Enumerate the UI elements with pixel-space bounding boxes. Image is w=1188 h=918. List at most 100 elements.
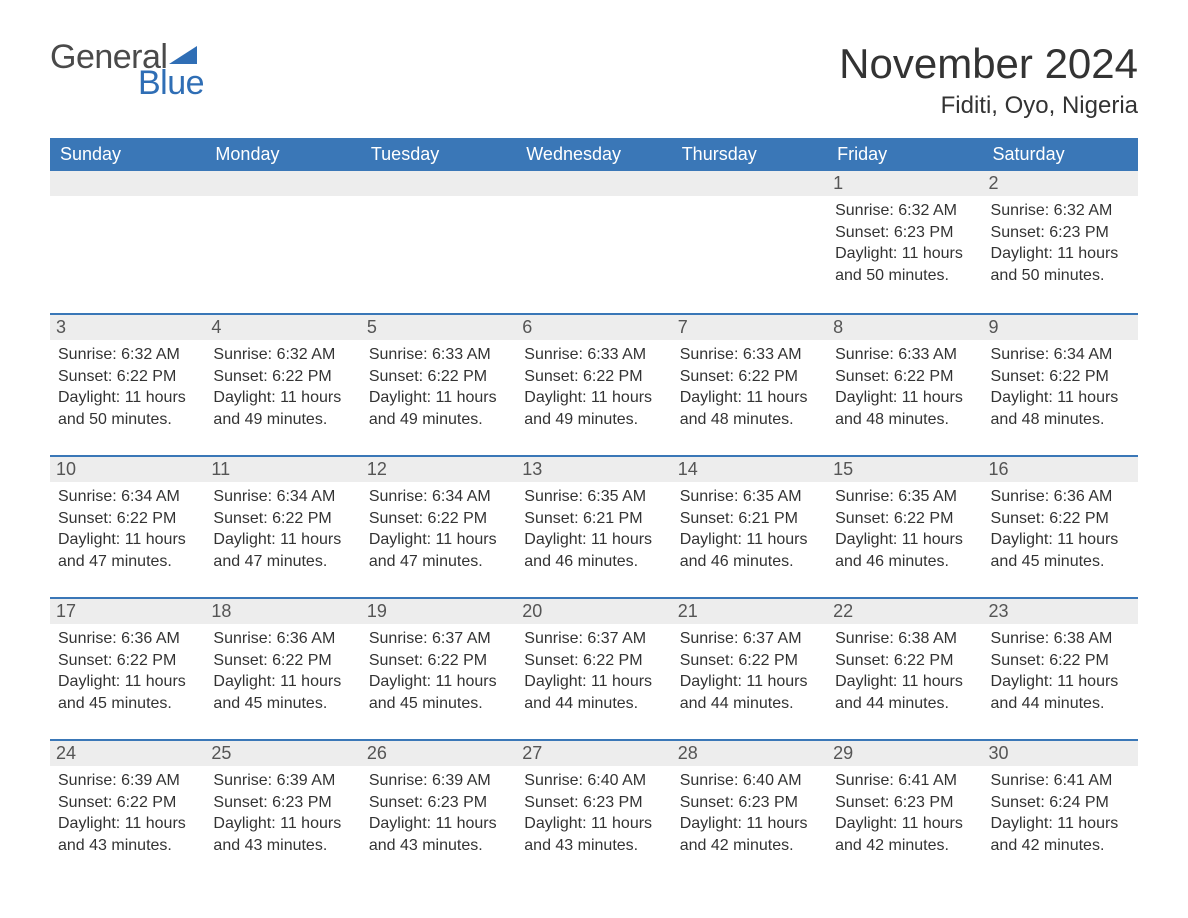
day-number: 12: [361, 457, 516, 482]
day-info: Sunrise: 6:34 AMSunset: 6:22 PMDaylight:…: [213, 486, 352, 572]
day-number: 6: [516, 315, 671, 340]
sunset-text: Sunset: 6:22 PM: [680, 650, 819, 672]
day-number: 3: [50, 315, 205, 340]
day-cell: [50, 171, 205, 299]
sunrise-text: Sunrise: 6:38 AM: [991, 628, 1130, 650]
day-header: Thursday: [672, 138, 827, 171]
day-number: 30: [983, 741, 1138, 766]
daylight-text: Daylight: 11 hours and 42 minutes.: [991, 813, 1130, 856]
day-info: Sunrise: 6:41 AMSunset: 6:23 PMDaylight:…: [835, 770, 974, 856]
location-subtitle: Fiditi, Oyo, Nigeria: [839, 92, 1138, 120]
day-cell: 8 Sunrise: 6:33 AMSunset: 6:22 PMDaylight…: [827, 313, 982, 441]
daylight-text: Daylight: 11 hours and 47 minutes.: [369, 529, 508, 572]
daylight-text: Daylight: 11 hours and 42 minutes.: [835, 813, 974, 856]
day-info: Sunrise: 6:39 AMSunset: 6:22 PMDaylight:…: [58, 770, 197, 856]
day-info: Sunrise: 6:36 AMSunset: 6:22 PMDaylight:…: [58, 628, 197, 714]
day-number: 13: [516, 457, 671, 482]
sunset-text: Sunset: 6:22 PM: [58, 366, 197, 388]
sunset-text: Sunset: 6:22 PM: [213, 508, 352, 530]
day-number: 14: [672, 457, 827, 482]
day-info: Sunrise: 6:35 AMSunset: 6:21 PMDaylight:…: [524, 486, 663, 572]
daylight-text: Daylight: 11 hours and 48 minutes.: [680, 387, 819, 430]
title-block: November 2024 Fiditi, Oyo, Nigeria: [839, 40, 1138, 120]
day-cell: 14 Sunrise: 6:35 AMSunset: 6:21 PMDayligh…: [672, 455, 827, 583]
sunrise-text: Sunrise: 6:33 AM: [524, 344, 663, 366]
sunrise-text: Sunrise: 6:33 AM: [680, 344, 819, 366]
day-info: Sunrise: 6:33 AMSunset: 6:22 PMDaylight:…: [369, 344, 508, 430]
day-info: Sunrise: 6:36 AMSunset: 6:22 PMDaylight:…: [991, 486, 1130, 572]
sunset-text: Sunset: 6:22 PM: [680, 366, 819, 388]
daylight-text: Daylight: 11 hours and 44 minutes.: [524, 671, 663, 714]
sunrise-text: Sunrise: 6:35 AM: [524, 486, 663, 508]
day-header: Saturday: [983, 138, 1138, 171]
daylight-text: Daylight: 11 hours and 44 minutes.: [835, 671, 974, 714]
daylight-text: Daylight: 11 hours and 45 minutes.: [991, 529, 1130, 572]
day-number: [672, 171, 827, 196]
sunset-text: Sunset: 6:22 PM: [58, 508, 197, 530]
sunrise-text: Sunrise: 6:34 AM: [213, 486, 352, 508]
day-info: Sunrise: 6:41 AMSunset: 6:24 PMDaylight:…: [991, 770, 1130, 856]
sunrise-text: Sunrise: 6:32 AM: [213, 344, 352, 366]
day-number: 4: [205, 315, 360, 340]
day-cell: 15Sunrise: 6:35 AMSunset: 6:22 PMDayligh…: [827, 455, 982, 583]
day-cell: 19Sunrise: 6:37 AMSunset: 6:22 PMDayligh…: [361, 597, 516, 725]
day-number: 28: [672, 741, 827, 766]
daylight-text: Daylight: 11 hours and 50 minutes.: [835, 243, 974, 286]
day-cell: 16Sunrise: 6:36 AMSunset: 6:22 PMDayligh…: [983, 455, 1138, 583]
day-cell: 2Sunrise: 6:32 AMSunset: 6:23 PMDaylight…: [983, 171, 1138, 299]
sunrise-text: Sunrise: 6:41 AM: [835, 770, 974, 792]
sunrise-text: Sunrise: 6:32 AM: [991, 200, 1130, 222]
day-number: 11: [205, 457, 360, 482]
day-cell: 18Sunrise: 6:36 AMSunset: 6:22 PMDayligh…: [205, 597, 360, 725]
sunset-text: Sunset: 6:22 PM: [213, 366, 352, 388]
day-info: Sunrise: 6:33 AMSunset: 6:22 PMDaylight:…: [524, 344, 663, 430]
day-number: 26: [361, 741, 516, 766]
sunrise-text: Sunrise: 6:36 AM: [58, 628, 197, 650]
daylight-text: Daylight: 11 hours and 49 minutes.: [213, 387, 352, 430]
sunrise-text: Sunrise: 6:33 AM: [835, 344, 974, 366]
week-row: 1Sunrise: 6:32 AMSunset: 6:23 PMDaylight…: [50, 171, 1138, 299]
day-info: Sunrise: 6:33 AMSunset: 6:22 PMDaylight:…: [835, 344, 974, 430]
day-number: 10: [50, 457, 205, 482]
day-cell: 4 Sunrise: 6:32 AMSunset: 6:22 PMDaylight…: [205, 313, 360, 441]
day-cell: 11 Sunrise: 6:34 AMSunset: 6:22 PMDayligh…: [205, 455, 360, 583]
sunset-text: Sunset: 6:24 PM: [991, 792, 1130, 814]
day-number: [50, 171, 205, 196]
day-info: Sunrise: 6:35 AMSunset: 6:21 PMDaylight:…: [680, 486, 819, 572]
week-row: 10Sunrise: 6:34 AMSunset: 6:22 PMDayligh…: [50, 441, 1138, 583]
day-cell: [672, 171, 827, 299]
day-number: 18: [205, 599, 360, 624]
sunrise-text: Sunrise: 6:34 AM: [991, 344, 1130, 366]
day-info: Sunrise: 6:32 AMSunset: 6:22 PMDaylight:…: [213, 344, 352, 430]
sunset-text: Sunset: 6:22 PM: [58, 650, 197, 672]
sunrise-text: Sunrise: 6:32 AM: [835, 200, 974, 222]
daylight-text: Daylight: 11 hours and 43 minutes.: [524, 813, 663, 856]
day-number: 20: [516, 599, 671, 624]
day-cell: 29 Sunrise: 6:41 AMSunset: 6:23 PMDayligh…: [827, 739, 982, 867]
day-cell: 23Sunrise: 6:38 AMSunset: 6:22 PMDayligh…: [983, 597, 1138, 725]
day-number: 29: [827, 741, 982, 766]
day-cell: 30 Sunrise: 6:41 AMSunset: 6:24 PMDayligh…: [983, 739, 1138, 867]
day-number: 22: [827, 599, 982, 624]
sunset-text: Sunset: 6:22 PM: [524, 650, 663, 672]
sunrise-text: Sunrise: 6:36 AM: [991, 486, 1130, 508]
day-info: Sunrise: 6:39 AMSunset: 6:23 PMDaylight:…: [369, 770, 508, 856]
day-number: 24: [50, 741, 205, 766]
sunset-text: Sunset: 6:23 PM: [524, 792, 663, 814]
sunrise-text: Sunrise: 6:40 AM: [524, 770, 663, 792]
day-number: 23: [983, 599, 1138, 624]
sunrise-text: Sunrise: 6:32 AM: [58, 344, 197, 366]
day-info: Sunrise: 6:37 AMSunset: 6:22 PMDaylight:…: [524, 628, 663, 714]
sunrise-text: Sunrise: 6:34 AM: [58, 486, 197, 508]
day-number: 5: [361, 315, 516, 340]
sunset-text: Sunset: 6:23 PM: [835, 222, 974, 244]
sunset-text: Sunset: 6:22 PM: [58, 792, 197, 814]
daylight-text: Daylight: 11 hours and 45 minutes.: [369, 671, 508, 714]
week-row: 3Sunrise: 6:32 AMSunset: 6:22 PMDaylight…: [50, 299, 1138, 441]
day-number: 8: [827, 315, 982, 340]
day-number: [361, 171, 516, 196]
day-cell: 20 Sunrise: 6:37 AMSunset: 6:22 PMDayligh…: [516, 597, 671, 725]
daylight-text: Daylight: 11 hours and 44 minutes.: [680, 671, 819, 714]
day-cell: 13 Sunrise: 6:35 AMSunset: 6:21 PMDayligh…: [516, 455, 671, 583]
sunset-text: Sunset: 6:22 PM: [991, 508, 1130, 530]
